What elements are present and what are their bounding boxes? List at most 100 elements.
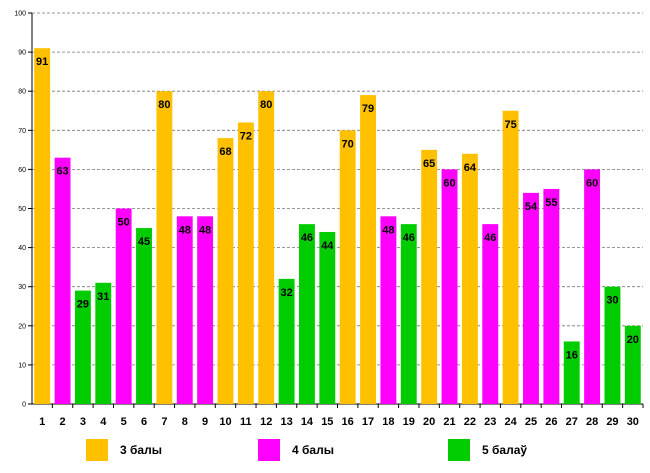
data-label-8: 48: [179, 224, 191, 236]
bar-24: [502, 110, 519, 404]
data-label-29: 30: [606, 295, 618, 307]
bars: [34, 48, 641, 405]
bar-23: [482, 224, 499, 404]
y-tick-label-70: 70: [18, 128, 26, 135]
data-labels: 91 63 29 31 50 45 80 48 48 68 72 80 32 46 44 70 79 48 46 65…: [36, 56, 639, 361]
x-tick-label-29: 29: [606, 416, 618, 428]
bar-4: [95, 282, 112, 404]
x-tick-label-9: 9: [202, 416, 208, 428]
data-label-1: 91: [36, 56, 48, 68]
bar-25: [523, 192, 539, 404]
bar-14: [299, 224, 315, 404]
y-tick-label-90: 90: [18, 50, 26, 57]
x-tick-label-26: 26: [545, 416, 557, 428]
bar-27: [563, 341, 580, 404]
bar-15: [319, 231, 336, 404]
x-tick-label-21: 21: [443, 416, 455, 428]
bar-2: [54, 157, 71, 404]
data-label-30: 20: [627, 334, 639, 346]
legend-item-5: 5 балаў: [448, 437, 527, 463]
x-tick-label-2: 2: [59, 416, 65, 428]
data-label-16: 70: [342, 138, 354, 150]
data-label-18: 48: [382, 224, 394, 236]
x-tick-label-19: 19: [403, 416, 415, 428]
x-tick-label-10: 10: [219, 416, 231, 428]
data-label-4: 31: [97, 291, 109, 303]
y-tick-label-10: 10: [18, 362, 26, 369]
data-label-5: 50: [118, 217, 130, 229]
data-label-21: 60: [443, 177, 455, 189]
x-tick-labels: 1 2 3 4 5 6 7 8 9 10 11 12 13 14 15 16 17 18 19 20 21 22 23 24 2…: [39, 416, 639, 428]
x-tick-label-6: 6: [141, 416, 147, 428]
y-tick-label-20: 20: [18, 323, 26, 330]
data-label-9: 48: [199, 224, 211, 236]
bar-21: [441, 169, 458, 404]
data-label-3: 29: [77, 299, 89, 311]
bar-18: [380, 216, 397, 404]
data-label-28: 60: [586, 177, 598, 189]
data-label-12: 80: [260, 99, 272, 111]
data-label-24: 75: [504, 119, 516, 131]
bar-30: [624, 325, 641, 404]
bar-11: [237, 122, 254, 404]
x-tick-label-22: 22: [464, 416, 476, 428]
data-label-15: 44: [321, 240, 334, 252]
x-tick-label-30: 30: [627, 416, 639, 428]
bar-1: [34, 48, 51, 404]
x-tick-label-7: 7: [161, 416, 167, 428]
y-tick-label-40: 40: [18, 245, 26, 252]
data-label-2: 63: [56, 166, 68, 178]
bar-26: [543, 188, 560, 404]
legend-swatch-3: [86, 439, 108, 461]
x-tick-label-13: 13: [280, 416, 292, 428]
data-label-20: 65: [423, 158, 435, 170]
bar-8: [176, 216, 193, 404]
data-label-7: 80: [158, 99, 170, 111]
y-tick-label-60: 60: [18, 167, 26, 174]
bar-5: [115, 208, 132, 404]
data-label-6: 45: [138, 236, 150, 248]
x-tick-label-18: 18: [382, 416, 394, 428]
y-tick-labels: 0 10 20 30 40 50 60 70 80 90 100: [14, 11, 26, 409]
x-tick-label-5: 5: [121, 416, 127, 428]
x-tick-label-3: 3: [80, 416, 86, 428]
x-tick-label-25: 25: [525, 416, 537, 428]
x-tick-label-11: 11: [240, 416, 252, 428]
x-tick-label-28: 28: [586, 416, 598, 428]
bar-7: [156, 91, 173, 404]
data-label-25: 54: [525, 201, 538, 213]
legend-swatch-4: [258, 439, 280, 461]
x-tick-label-20: 20: [423, 416, 435, 428]
x-tick-label-24: 24: [504, 416, 517, 428]
x-tick-label-17: 17: [362, 416, 374, 428]
x-tick-label-8: 8: [182, 416, 188, 428]
y-tick-label-50: 50: [18, 206, 26, 213]
bar-13: [278, 278, 295, 404]
legend-label-3: 3 балы: [120, 443, 162, 457]
y-tick-label-30: 30: [18, 284, 26, 291]
bar-20: [421, 149, 438, 404]
bar-29: [604, 286, 621, 404]
data-label-11: 72: [240, 130, 252, 142]
x-tick-label-27: 27: [566, 416, 578, 428]
data-label-14: 46: [301, 232, 313, 244]
data-label-27: 16: [566, 349, 578, 361]
bar-19: [400, 224, 417, 404]
data-label-23: 46: [484, 232, 496, 244]
legend-label-5: 5 балаў: [482, 443, 528, 457]
bar-9: [197, 216, 214, 404]
x-tick-label-12: 12: [260, 416, 272, 428]
y-tick-label-100: 100: [14, 11, 26, 18]
x-tick-label-4: 4: [100, 416, 107, 428]
y-tick-label-0: 0: [22, 402, 26, 409]
x-tick-label-1: 1: [39, 416, 45, 428]
bar-17: [360, 95, 376, 405]
axes: [28, 12, 644, 408]
legend-swatch-5: [448, 439, 470, 461]
bar-12: [258, 91, 275, 404]
bar-22: [461, 153, 478, 404]
bar-10: [217, 138, 234, 404]
bar-16: [339, 130, 356, 405]
legend-item-3: 3 балы: [86, 437, 162, 463]
